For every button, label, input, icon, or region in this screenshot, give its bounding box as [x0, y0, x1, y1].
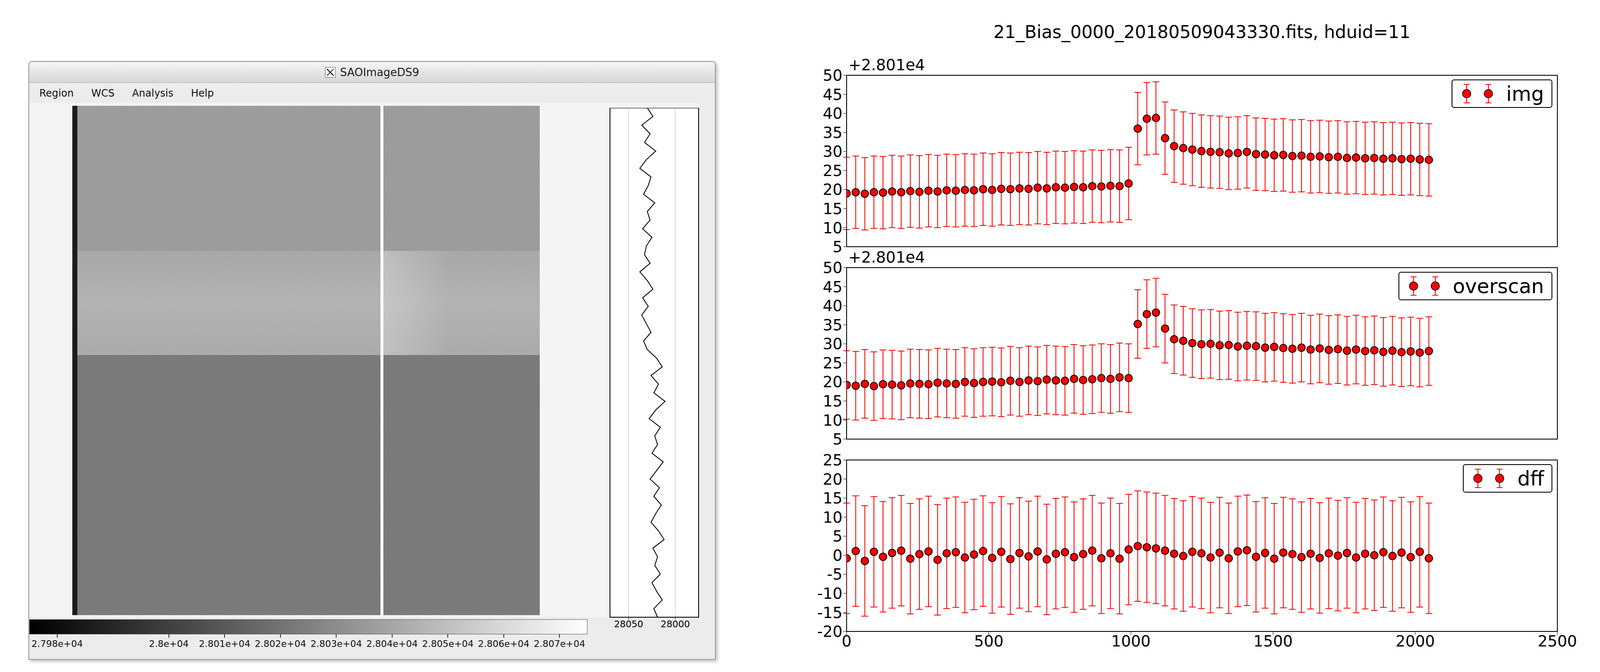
svg-text:5: 5 [832, 430, 843, 449]
html-text:2.805e+04 2.806e+04 2.807e+04: 2.805e+04 2.806e+04 2.807e+04 [422, 638, 586, 649]
html-text:2.804e+04: 2.804e+04 [366, 638, 418, 649]
html-text:2.8e+04: 2.8e+04 [148, 638, 189, 649]
svg-text:28000: 28000 [660, 618, 690, 630]
html-text:+2.801e4: +2.801e4 [848, 248, 925, 267]
svg-text:25: 25 [822, 161, 843, 180]
html-text:+2.801e4: +2.801e4 [848, 56, 925, 75]
svg-text:-5: -5 [826, 565, 843, 584]
svg-text:0: 0 [841, 632, 852, 651]
svg-text:10: 10 [822, 219, 843, 238]
svg-text:30: 30 [822, 334, 843, 353]
html-text:Region: Region [39, 87, 74, 99]
svg-text:25: 25 [822, 354, 843, 373]
svg-text:10: 10 [822, 411, 843, 430]
html-text:21_Bias_0000_20180509043330.fi: 21_Bias_0000_20180509043330.fits, hduid=… [993, 21, 1411, 43]
html-text:2.801e+04 2.802e+04 2.803e+04: 2.801e+04 2.802e+04 2.803e+04 [198, 638, 362, 649]
svg-text:-15: -15 [817, 603, 843, 622]
svg-text:20: 20 [822, 180, 843, 199]
html-text:Analysis: Analysis [132, 87, 174, 99]
svg-text:35: 35 [822, 316, 843, 335]
html-text:Help: Help [190, 87, 214, 99]
svg-text:2500: 2500 [1537, 632, 1578, 651]
svg-text:10: 10 [822, 508, 843, 527]
svg-text:500: 500 [974, 632, 1004, 651]
svg-text:15: 15 [822, 489, 843, 508]
svg-text:40: 40 [822, 104, 843, 123]
svg-text:-20: -20 [817, 622, 843, 641]
svg-text:15: 15 [822, 392, 843, 411]
svg-text:28050: 28050 [614, 618, 644, 630]
svg-text:0: 0 [832, 546, 843, 565]
html-text:2.798e+04: 2.798e+04 [31, 638, 83, 649]
html-text:dff: dff [1517, 466, 1544, 490]
html-text:WCS: WCS [91, 87, 115, 99]
svg-text:5: 5 [832, 237, 843, 256]
svg-text:25: 25 [822, 451, 843, 470]
svg-text:50: 50 [822, 258, 843, 277]
svg-text:2000: 2000 [1395, 632, 1435, 651]
svg-text:1000: 1000 [1111, 632, 1151, 651]
svg-text:1500: 1500 [1253, 632, 1293, 651]
svg-text:45: 45 [822, 278, 843, 297]
svg-text:50: 50 [822, 66, 843, 85]
html-text:overscan: overscan [1452, 274, 1544, 298]
svg-text:5: 5 [832, 527, 843, 546]
svg-text:-10: -10 [817, 584, 843, 603]
html-text:SAOImageDS9: SAOImageDS9 [340, 65, 420, 79]
svg-text:30: 30 [822, 142, 843, 161]
svg-text:20: 20 [822, 372, 843, 391]
svg-text:15: 15 [822, 199, 843, 218]
svg-text:35: 35 [822, 123, 843, 142]
svg-text:40: 40 [822, 296, 843, 315]
svg-text:45: 45 [822, 85, 843, 104]
html-text:img: img [1506, 81, 1544, 106]
svg-text:20: 20 [822, 470, 843, 489]
